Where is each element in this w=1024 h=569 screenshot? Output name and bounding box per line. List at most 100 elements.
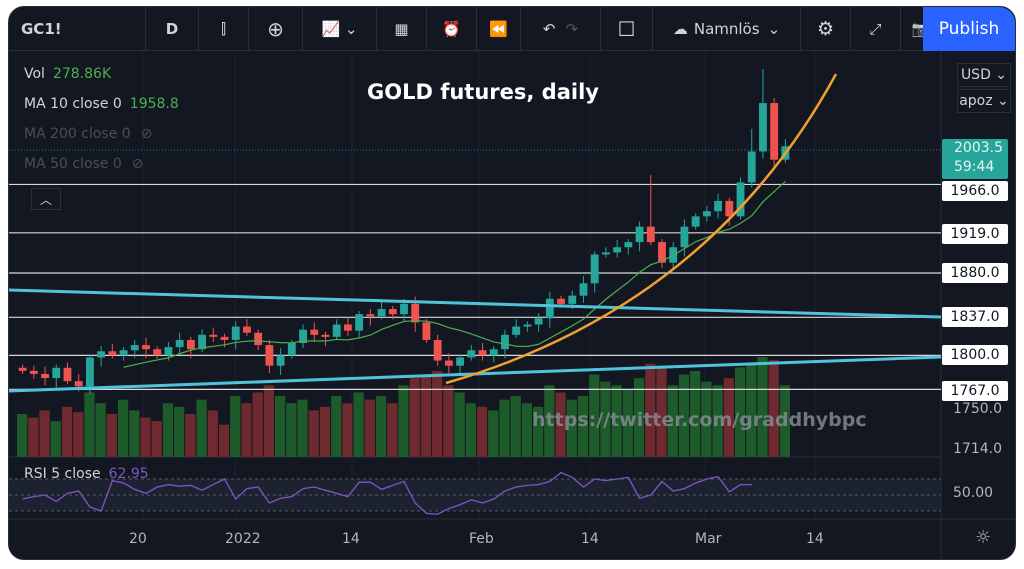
symbol-button[interactable]: GC1!: [9, 7, 146, 51]
candle-body: [164, 347, 173, 356]
volume-bar: [39, 410, 50, 457]
layout-grid-icon[interactable]: ▦: [377, 7, 427, 51]
volume-bar: [633, 378, 645, 457]
candle-body: [680, 226, 689, 248]
scale-select[interactable]: apoz ⌄: [957, 89, 1011, 113]
replay-icon[interactable]: ⏪: [477, 7, 521, 51]
publish-button[interactable]: Publish: [923, 7, 1015, 51]
volume-bar: [488, 410, 499, 457]
volume-bar: [667, 385, 678, 457]
volume-bar: [297, 399, 308, 457]
level-label: 1800.0: [942, 345, 1008, 365]
level-label: 1837.0: [942, 307, 1008, 327]
volume-bar: [17, 413, 28, 457]
upper-trendline: [9, 288, 942, 319]
volume-bar: [73, 412, 84, 457]
volume-bar: [622, 388, 633, 457]
legend-rsi[interactable]: RSI 5 close 62.95: [24, 466, 149, 482]
volume-bar: [95, 403, 106, 457]
volume-bar: [129, 410, 140, 457]
candle-body: [243, 326, 251, 333]
candle-body: [366, 314, 375, 317]
candle-body: [467, 350, 476, 358]
ma10-value: 1958.8: [129, 96, 179, 112]
time-label: Mar: [695, 531, 722, 547]
volume-bar: [263, 385, 274, 457]
volume-bar: [275, 396, 286, 457]
candle-body: [658, 242, 666, 263]
level-label: 1919.0: [942, 224, 1008, 244]
volume-bar: [566, 399, 577, 457]
volume-bar: [768, 360, 779, 457]
volume-bar: [218, 424, 230, 457]
candle-body: [29, 370, 38, 374]
candle-body: [41, 373, 49, 379]
volume-bar: [409, 378, 420, 457]
candle-body: [343, 324, 352, 331]
rsi-value: 62.95: [108, 466, 149, 482]
candle-body: [332, 324, 341, 337]
candle-body: [287, 343, 296, 356]
expand-icon[interactable]: ⤢: [851, 7, 901, 51]
volume-bar: [656, 367, 667, 457]
volume-bar: [577, 396, 589, 457]
candle-body: [489, 349, 498, 356]
candle-body: [613, 247, 622, 253]
watermark-text: https://twitter.com/graddhybpc: [532, 409, 867, 431]
alert-icon[interactable]: ⏰: [427, 7, 477, 51]
candle-body: [759, 103, 767, 152]
indicators-add-icon[interactable]: ⊕: [249, 7, 303, 51]
candle-style-icon[interactable]: ⫿: [199, 7, 249, 51]
price-chart[interactable]: [9, 7, 1016, 560]
scale-value: apoz: [959, 93, 993, 109]
candle-body: [702, 211, 711, 217]
undo-redo-icon[interactable]: ↶ ↷: [521, 7, 601, 51]
candle-body: [478, 350, 487, 356]
candle-body: [18, 367, 27, 371]
fullscreen-square-icon[interactable]: ☐: [601, 7, 653, 51]
volume-bar: [117, 399, 129, 457]
volume-bar: [252, 392, 263, 457]
volume-bar: [521, 403, 532, 457]
candle-body: [433, 339, 442, 361]
volume-bar: [185, 413, 196, 457]
candle-body: [444, 360, 453, 366]
volume-bar: [510, 396, 521, 457]
volume-bar: [319, 406, 331, 457]
chart-title: GOLD futures, daily: [367, 80, 599, 104]
legend-ma50[interactable]: MA 50 close 0 ⊘: [24, 156, 144, 172]
level-label: 1880.0: [942, 263, 1008, 283]
volume-bar: [600, 381, 611, 457]
time-label: 14: [581, 531, 599, 547]
volume-bar: [174, 406, 185, 457]
candle-body: [523, 324, 532, 327]
volume-bar: [50, 421, 61, 457]
candle-body: [52, 367, 61, 379]
chart-type-icon[interactable]: 📈 ⌄: [303, 7, 377, 51]
candle-body: [198, 334, 207, 350]
eye-hidden-icon[interactable]: ⊘: [140, 126, 153, 142]
settings-gear-icon[interactable]: ⚙: [801, 7, 851, 51]
settings-sun-icon[interactable]: ☼: [975, 527, 992, 548]
legend-volume[interactable]: Vol 278.86K: [24, 66, 111, 82]
collapse-legend-button[interactable]: ︿: [31, 188, 61, 210]
legend-ma10[interactable]: MA 10 close 0 1958.8: [24, 96, 179, 112]
cloud-icon: ☁: [672, 19, 688, 38]
volume-bar: [151, 421, 162, 457]
interval-button[interactable]: D: [146, 7, 199, 51]
volume-bar: [308, 410, 319, 457]
candle-body: [265, 345, 274, 366]
eye-hidden-icon[interactable]: ⊘: [131, 156, 144, 172]
volume-bar: [387, 403, 398, 457]
volume-bar: [364, 399, 375, 457]
volume-bar: [196, 399, 207, 457]
volume-bar: [734, 367, 746, 457]
currency-select[interactable]: USD ⌄: [957, 63, 1011, 87]
volume-bar: [690, 370, 701, 457]
ma50-label: MA 50 close 0: [24, 156, 122, 172]
top-toolbar: GC1! D ⫿ ⊕ 📈 ⌄ ▦ ⏰ ⏪ ↶ ↷ ☐ ☁ Namnlös ⌄ ⚙ ⤢…: [9, 7, 1015, 51]
volume-bar: [678, 374, 690, 457]
candle-body: [534, 318, 543, 325]
layout-name-button[interactable]: ☁ Namnlös ⌄: [653, 7, 801, 51]
legend-ma200[interactable]: MA 200 close 0 ⊘: [24, 126, 152, 142]
